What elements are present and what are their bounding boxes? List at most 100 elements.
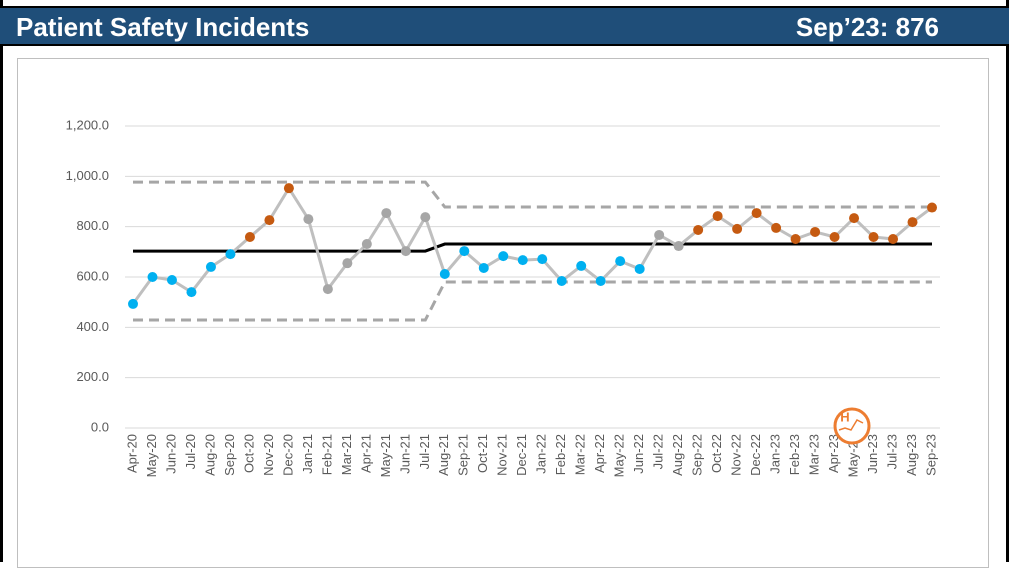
x-tick-label: Sep-22: [690, 434, 705, 476]
data-point: [576, 260, 587, 271]
control-line: [133, 180, 932, 209]
x-tick-label: May-21: [378, 434, 393, 477]
data-point: [128, 298, 138, 309]
data-point: [556, 276, 567, 287]
data-point: [790, 233, 801, 244]
x-tick-label: Nov-22: [729, 434, 744, 476]
y-tick-label: 600.0: [76, 268, 109, 283]
data-point: [751, 208, 762, 219]
data-point: [147, 272, 158, 282]
y-tick-label: 400.0: [76, 319, 109, 334]
x-tick-label: Aug-20: [202, 434, 217, 476]
x-tick-label: Jul-23: [884, 434, 899, 469]
data-point: [264, 215, 275, 226]
x-tick-label: Jan-21: [300, 434, 315, 474]
data-point: [771, 222, 782, 233]
x-tick-label: Jun-21: [397, 434, 412, 474]
data-point: [303, 214, 314, 225]
x-tick-label: May-23: [845, 434, 860, 477]
data-point: [849, 213, 860, 224]
x-tick-label: Apr-23: [826, 434, 841, 473]
x-tick-label: Aug-23: [904, 434, 919, 476]
x-tick-label: Apr-22: [592, 434, 607, 473]
x-tick-label: Sep-20: [222, 434, 237, 476]
y-tick-label: 0.0: [91, 419, 109, 434]
data-point: [868, 231, 879, 242]
data-point: [810, 226, 821, 237]
x-tick-label: Nov-20: [261, 434, 276, 476]
plot: 0.0 200.0 400.0 600.0 800.0 1,000.0 1,200.0 Apr…: [66, 117, 940, 477]
data-point: [342, 258, 353, 269]
y-tick-label: 1,000.0: [66, 168, 109, 183]
data-point: [420, 212, 431, 223]
variation-icon: H: [833, 407, 871, 445]
data-point: [634, 263, 645, 274]
x-tick-label: Aug-21: [436, 434, 451, 476]
data-point: [615, 256, 626, 267]
x-tick-label: Mar-22: [573, 434, 588, 475]
y-tick-label: 800.0: [76, 218, 109, 233]
y-tick-label: 1,200.0: [66, 117, 109, 132]
x-tick-label: Dec-20: [280, 434, 295, 476]
data-point: [712, 211, 723, 222]
data-point: [693, 224, 704, 235]
data-point: [244, 231, 255, 242]
x-tick-label: Dec-21: [514, 434, 529, 476]
x-tick-label: Jul-22: [651, 434, 666, 469]
data-point: [361, 239, 372, 250]
x-tick-label: Mar-23: [807, 434, 822, 475]
data-point: [673, 241, 684, 252]
x-tick-label: May-22: [612, 434, 627, 477]
x-tick-label: Jul-20: [183, 434, 198, 469]
x-tick-label: Feb-23: [787, 434, 802, 475]
data-point: [186, 287, 197, 298]
data-point: [907, 217, 918, 228]
data-point: [283, 183, 294, 194]
x-tick-label: Aug-22: [670, 434, 685, 476]
data-point: [595, 276, 606, 287]
x-tick-label: Nov-21: [495, 434, 510, 476]
data-point: [829, 231, 840, 242]
x-tick-label: Apr-21: [358, 434, 373, 473]
icon-label: H: [840, 409, 849, 424]
x-tick-label: May-20: [144, 434, 159, 477]
data-point: [537, 254, 548, 265]
data-point: [517, 255, 528, 266]
x-tick-label: Sep-21: [456, 434, 471, 476]
x-tick-label: Mar-21: [339, 434, 354, 475]
header: Patient Safety Incidents Sep’23: 876: [0, 6, 1009, 46]
x-tick-label: Oct-22: [709, 434, 724, 473]
data-point: [927, 202, 937, 213]
data-point: [439, 268, 450, 279]
x-tick-label: Jul-21: [417, 434, 432, 469]
x-tick-label: Sep-23: [923, 434, 938, 476]
x-tick-label: Apr-20: [124, 434, 139, 473]
control-line: [133, 242, 932, 253]
x-tick-label: Jun-20: [163, 434, 178, 474]
x-tick-label: Feb-22: [553, 434, 568, 475]
data-point: [459, 246, 470, 257]
kpi: Sep’23: 876: [795, 12, 939, 42]
x-tick-label: Feb-21: [319, 434, 334, 475]
control-line: [133, 280, 932, 322]
y-tick-label: 200.0: [76, 369, 109, 384]
data-point: [888, 233, 899, 244]
data-point: [654, 229, 665, 240]
x-tick-label: Jan-23: [768, 434, 783, 474]
data-line: [131, 185, 933, 305]
data-point: [400, 246, 411, 257]
data-point: [225, 249, 236, 260]
x-tick-label: Jun-23: [865, 434, 880, 474]
x-tick-label: Oct-20: [241, 434, 256, 473]
data-point: [498, 251, 509, 262]
data-point: [732, 223, 743, 234]
data-point: [166, 275, 177, 286]
data-point: [478, 262, 489, 273]
data-point: [381, 208, 392, 219]
data-point: [322, 284, 333, 295]
x-tick-label: Jun-22: [631, 434, 646, 474]
data-point: [205, 261, 216, 272]
title: Patient Safety Incidents: [16, 12, 310, 42]
